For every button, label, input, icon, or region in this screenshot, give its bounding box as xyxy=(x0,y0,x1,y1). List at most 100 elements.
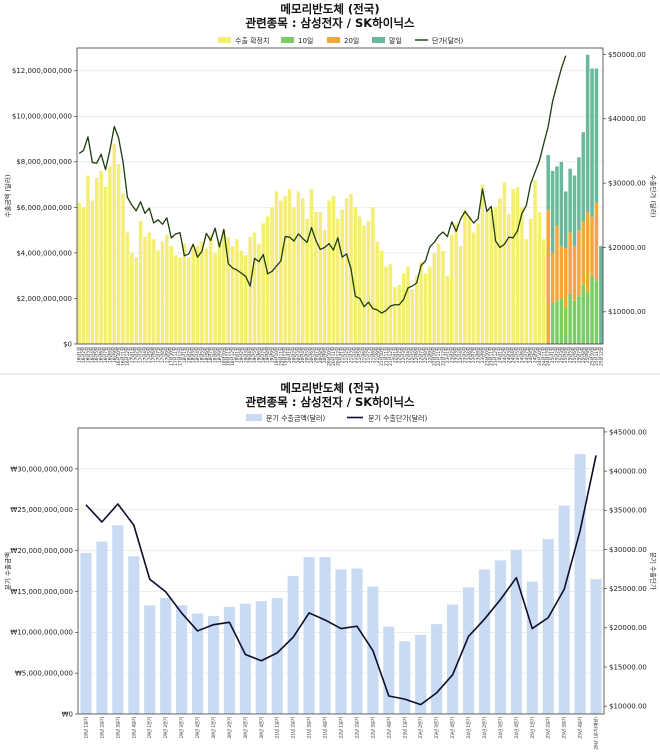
bar-confirmed xyxy=(489,209,493,344)
bar-month-end xyxy=(590,68,594,217)
x-tick-label: 19년 3분기 xyxy=(178,717,185,738)
x-tick-label: 17년10월 xyxy=(168,347,175,366)
bar-confirmed xyxy=(261,223,266,344)
bar-confirmed xyxy=(165,234,169,344)
x-tick-label: 24년9월 xyxy=(532,347,539,363)
bar-confirmed xyxy=(195,246,200,344)
bar-quarter xyxy=(96,541,108,714)
bar-confirmed xyxy=(94,177,99,344)
x-tick-label: 19년12월 xyxy=(282,347,289,366)
x-tick-label: 17년6월 xyxy=(150,347,157,363)
bar-confirmed xyxy=(471,232,476,344)
bar-confirmed xyxy=(81,207,86,344)
bar-confirmed xyxy=(533,180,537,344)
quarterly-chart: 메모리반도체 (전국) 관련종목 : 삼성전자 / SK하이닉스 분기 수출금액… xyxy=(3,381,658,750)
bar-10day xyxy=(594,280,599,344)
legend-label-confirmed: 수출 확정치 xyxy=(235,36,269,45)
x-tick-label: 22년12월 xyxy=(440,347,447,366)
legend-swatch-end xyxy=(372,37,385,43)
bar-confirmed xyxy=(467,216,472,344)
x-tick-label: 20년2월 xyxy=(290,347,297,363)
x-tick-label: 19년11월 xyxy=(277,347,284,366)
x-tick-label: 20년8월 xyxy=(317,347,324,363)
x-tick-label: 21년11월 xyxy=(383,347,390,366)
y2-tick-label: $35000.00 xyxy=(609,507,647,515)
bar-quarter xyxy=(223,606,236,714)
quarterly-chart-subtitle: 관련종목 : 삼성전자 / SK하이닉스 xyxy=(246,395,415,409)
y-tick-label: ₩20,000,000,000 xyxy=(10,547,73,555)
bar-confirmed xyxy=(151,239,156,344)
y-tick-label: $2,000,000,000 xyxy=(16,295,72,303)
bar-confirmed xyxy=(515,186,520,344)
bar-month-end xyxy=(550,170,555,253)
bar-confirmed xyxy=(116,164,121,344)
x-tick-label: 16년7월 xyxy=(102,347,109,363)
x-tick-label: 16년3월 xyxy=(84,347,91,363)
quarterly-price-line xyxy=(85,455,597,706)
bar-confirmed xyxy=(270,207,274,344)
bar-confirmed xyxy=(458,246,463,344)
x-tick-label: 22년7월 xyxy=(418,347,425,363)
bar-quarter xyxy=(558,505,570,714)
x-tick-label: 23년10월 xyxy=(483,347,490,366)
bar-confirmed xyxy=(507,214,511,344)
bar-confirmed xyxy=(309,189,314,344)
x-tick-label: 23년5월 xyxy=(461,347,468,363)
bar-month-end xyxy=(585,54,590,212)
x-tick-label: 25년7월 xyxy=(575,347,582,363)
y-tick-label: $8,000,000,000 xyxy=(16,158,72,166)
monthly-chart: 메모리반도체 (전국) 관련종목 : 삼성전자 / SK하이닉스 수출 확정치 … xyxy=(3,2,658,366)
monthly-plot-frame xyxy=(76,47,604,345)
bar-20day xyxy=(572,246,577,301)
y2-tick-label: $15000.00 xyxy=(609,663,647,671)
x-tick-label: 21년10월 xyxy=(378,347,385,366)
y-tick-label: $0 xyxy=(63,340,72,348)
bar-20day xyxy=(563,248,568,308)
x-tick-label: 23년1월 xyxy=(444,347,451,363)
x-tick-label: 17년4월 xyxy=(141,347,148,363)
x-tick-label: 17년3월 xyxy=(137,347,144,363)
x-tick-label: 19년8월 xyxy=(264,347,271,363)
bar-confirmed xyxy=(187,257,191,344)
bar-10day xyxy=(590,275,594,344)
bar-confirmed xyxy=(362,225,366,344)
x-tick-label: 20년10월 xyxy=(326,347,333,366)
legend-label-quarter-bar: 분기 수출금액(달러) xyxy=(266,414,325,423)
y-tick-label: ₩10,000,000,000 xyxy=(10,629,73,637)
bar-confirmed xyxy=(300,198,305,344)
x-tick-label: 22년5월 xyxy=(409,347,416,363)
x-tick-label: 24년8월 xyxy=(527,347,534,363)
bar-quarter xyxy=(176,605,188,714)
bar-confirmed xyxy=(537,211,542,344)
x-tick-label: 18년 1분기 xyxy=(82,717,89,738)
x-tick-label: 22년6월 xyxy=(413,347,420,363)
bar-confirmed xyxy=(450,234,454,344)
x-tick-label: 23년 3분기 xyxy=(433,717,440,738)
bar-20day xyxy=(577,230,581,297)
x-tick-label: 17년2월 xyxy=(133,347,140,363)
bar-confirmed xyxy=(130,252,134,344)
bar-confirmed xyxy=(336,218,340,344)
x-tick-label: 18년3월 xyxy=(190,347,197,363)
x-tick-label: 19년7월 xyxy=(260,347,267,363)
x-tick-label: 16년8월 xyxy=(106,347,113,363)
quarterly-chart-title: 메모리반도체 (전국) xyxy=(280,381,379,395)
x-tick-label: 23년6월 xyxy=(466,347,473,363)
bar-confirmed xyxy=(103,186,108,344)
y-tick-label: $12,000,000,000 xyxy=(12,67,72,75)
x-tick-label: 22년10월 xyxy=(431,347,438,366)
x-tick-label: 20년1월 xyxy=(286,347,293,363)
x-tick-label: 19년6월 xyxy=(255,347,262,363)
quarterly-x-ticks: 18년 1분기 18년 2분기 18년 3분기 18년 4분기 19년 1분기 19년 2… xyxy=(82,717,599,750)
legend-label-line: 단가(달러) xyxy=(432,36,463,45)
x-tick-label: 21년7월 xyxy=(365,347,372,363)
x-tick-label: 18년6월 xyxy=(203,347,210,363)
bar-confirmed xyxy=(230,246,235,344)
bar-confirmed xyxy=(397,284,401,344)
x-tick-label: 18년9월 xyxy=(216,347,223,363)
x-tick-label: 20년12월 xyxy=(334,347,341,366)
bar-confirmed xyxy=(239,250,244,344)
bar-confirmed xyxy=(445,275,450,344)
bar-20day xyxy=(559,246,564,299)
x-tick-label: 23년11월 xyxy=(488,347,495,366)
